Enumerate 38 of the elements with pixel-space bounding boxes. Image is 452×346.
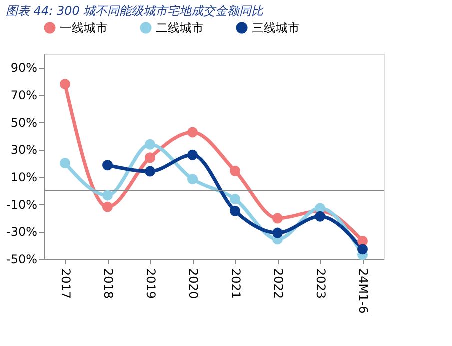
- point: [272, 228, 283, 238]
- x-tick-label: 2023: [314, 268, 328, 300]
- point: [188, 174, 198, 185]
- y-tick-label: 30%: [10, 143, 38, 158]
- point: [315, 211, 326, 222]
- point: [272, 213, 283, 224]
- point: [230, 166, 240, 176]
- x-tick-label: 24M1-6: [356, 268, 370, 314]
- y-tick-label: -50%: [6, 252, 38, 266]
- y-tick-label: 10%: [10, 170, 38, 184]
- x-tick-label: 2018: [101, 268, 116, 300]
- point: [102, 202, 113, 212]
- x-tick-label: 2019: [144, 268, 158, 300]
- x-tick-label: 2022: [271, 268, 286, 300]
- x-tick-label: 2021: [228, 268, 243, 300]
- point: [358, 244, 368, 255]
- point: [230, 194, 240, 205]
- point: [145, 152, 156, 164]
- legend-label: 三线城市: [252, 21, 300, 35]
- y-tick-label: 70%: [10, 88, 38, 102]
- point: [188, 127, 198, 138]
- legend-label: 一线城市: [60, 21, 108, 35]
- point: [188, 150, 198, 160]
- point: [145, 139, 156, 150]
- point: [230, 206, 240, 216]
- y-tick-label: 50%: [10, 116, 38, 130]
- y-tick-label: -10%: [6, 198, 38, 212]
- point: [102, 190, 113, 201]
- point: [60, 79, 70, 90]
- point: [102, 160, 113, 171]
- point: [145, 166, 156, 177]
- y-tick-label: 90%: [10, 61, 38, 76]
- legend-label: 二线城市: [156, 21, 204, 35]
- y-tick-label: -30%: [6, 225, 38, 240]
- x-tick-label: 2020: [186, 268, 200, 300]
- x-tick-label: 2017: [58, 268, 73, 300]
- point: [60, 158, 70, 169]
- chart-title: 图表 44: 300 城不同能级城市宅地成交金额同比: [6, 4, 265, 18]
